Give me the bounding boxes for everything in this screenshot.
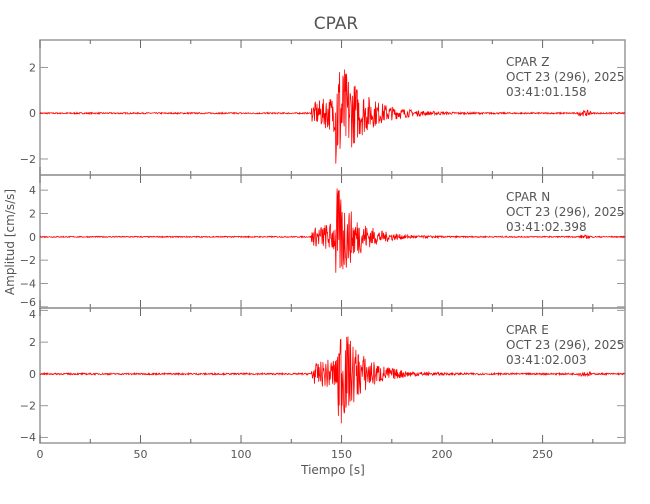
x-axis-label: Tiempo [s] xyxy=(300,463,365,477)
waveform-Z xyxy=(39,69,626,164)
station-label: CPAR N xyxy=(506,190,550,204)
y-tick-label: −2 xyxy=(20,400,36,413)
time-label: 03:41:02.398 xyxy=(506,220,587,234)
x-tick-label: 50 xyxy=(134,448,148,461)
y-axis-label: Amplitud [cm/s/s] xyxy=(3,189,17,295)
chart-title: CPAR xyxy=(314,14,359,34)
y-tick-label: −4 xyxy=(20,278,36,291)
y-tick-label: 0 xyxy=(29,107,36,120)
y-tick-label: −6 xyxy=(20,296,36,309)
x-tick-label: 250 xyxy=(532,448,553,461)
time-label: 03:41:02.003 xyxy=(506,353,587,367)
waveform-E xyxy=(39,336,626,424)
x-tick-label: 100 xyxy=(231,448,252,461)
x-tick-label: 0 xyxy=(37,448,44,461)
station-label: CPAR E xyxy=(506,323,549,337)
date-label: OCT 23 (296), 2025 xyxy=(506,338,625,352)
y-tick-label: 0 xyxy=(29,231,36,244)
x-tick-label: 200 xyxy=(432,448,453,461)
y-tick-label: −4 xyxy=(20,431,36,444)
x-tick-label: 150 xyxy=(331,448,352,461)
y-tick-label: −2 xyxy=(20,153,36,166)
time-label: 03:41:01.158 xyxy=(506,85,587,99)
waveform-N xyxy=(39,188,626,273)
date-label: OCT 23 (296), 2025 xyxy=(506,70,625,84)
y-tick-label: 4 xyxy=(29,184,36,197)
date-label: OCT 23 (296), 2025 xyxy=(506,205,625,219)
y-tick-label: 2 xyxy=(29,336,36,349)
station-label: CPAR Z xyxy=(506,55,549,69)
y-tick-label: 2 xyxy=(29,61,36,74)
y-tick-label: 0 xyxy=(29,368,36,381)
y-tick-label: 2 xyxy=(29,208,36,221)
y-tick-label: 4 xyxy=(29,308,36,321)
y-tick-label: −2 xyxy=(20,254,36,267)
panel-frame-E xyxy=(39,307,626,444)
